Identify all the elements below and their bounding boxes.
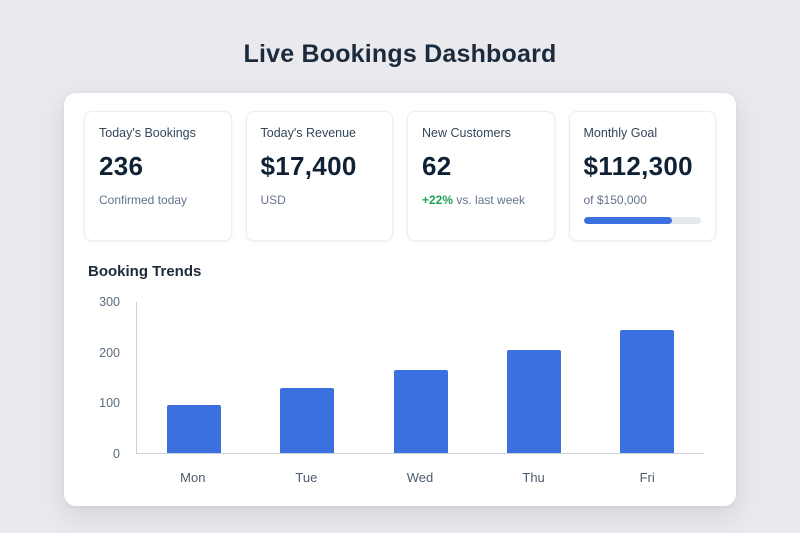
stat-label: Monthly Goal	[583, 126, 658, 140]
stat-subtext-rest: vs. last week	[453, 193, 526, 207]
bar-column	[477, 302, 590, 453]
bar-thu	[506, 349, 561, 453]
stat-subtext: +22% vs. last week	[422, 193, 540, 207]
stat-value: $17,400	[260, 151, 357, 181]
stats-row: Today's Bookings 236 Confirmed today Tod…	[84, 111, 716, 241]
stat-card-new-customers: New Customers 62 +22% vs. last week	[407, 111, 555, 241]
page-title: Live Bookings Dashboard	[243, 40, 557, 68]
stat-card-monthly-goal: Monthly Goal $112,300 of $150,000	[568, 111, 716, 241]
x-tick-label: Wed	[406, 470, 434, 485]
stat-value: $112,300	[583, 151, 693, 181]
x-tick-label: Thu	[522, 470, 545, 485]
goal-progress-fill	[583, 217, 672, 224]
stat-subtext: USD	[260, 193, 286, 207]
y-axis: 0 100 200 300	[90, 295, 128, 461]
x-tick-label: Fri	[639, 470, 655, 485]
stat-value: 236	[99, 151, 144, 181]
y-tick-label: 300	[99, 295, 120, 309]
bar-column	[591, 302, 704, 453]
stat-subtext: of $150,000	[583, 193, 647, 207]
x-tick-label: Mon	[180, 470, 206, 485]
y-tick-label: 100	[99, 396, 120, 411]
stat-value: 62	[422, 151, 452, 181]
x-axis-labels: Mon Tue Wed Thu Fri	[136, 462, 704, 485]
stat-subtext: Confirmed today	[99, 193, 188, 207]
bar-fri	[620, 329, 675, 453]
chart-title: Booking Trends	[88, 263, 202, 280]
stat-card-todays-bookings: Today's Bookings 236 Confirmed today	[84, 111, 232, 241]
bar-mon	[166, 405, 221, 453]
positive-change-badge: +22%	[422, 193, 454, 207]
dashboard-card: Today's Bookings 236 Confirmed today Tod…	[64, 93, 736, 506]
bar-wed	[393, 369, 448, 453]
y-tick-label: 0	[113, 447, 120, 461]
bar-column	[250, 302, 363, 453]
stat-card-todays-revenue: Today's Revenue $17,400 USD	[245, 111, 393, 241]
stat-label: Today's Bookings	[99, 126, 196, 140]
stat-label: Today's Revenue	[260, 126, 357, 140]
stat-label: New Customers	[422, 126, 511, 140]
bar-column	[364, 302, 477, 453]
bar-tue	[280, 387, 335, 453]
x-tick-label: Tue	[295, 470, 318, 485]
goal-progress-track	[583, 217, 701, 224]
bar-plot	[136, 302, 704, 454]
bar-column	[137, 302, 250, 453]
booking-trends-chart: 0 100 200 300 Mon Tue Wed Thu Fri	[90, 292, 710, 485]
y-tick-label: 200	[99, 345, 120, 360]
